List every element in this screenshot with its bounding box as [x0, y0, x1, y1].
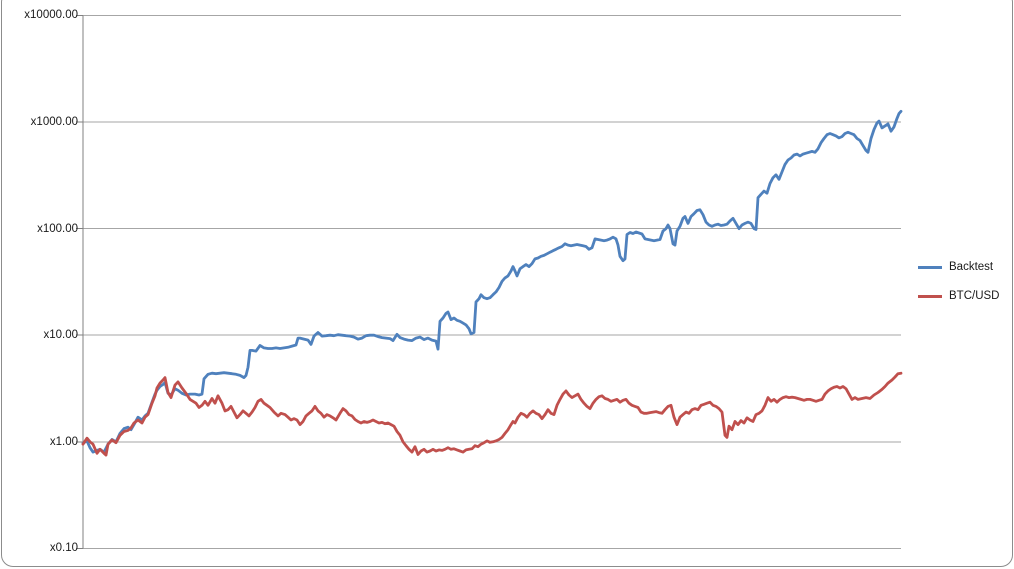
legend: Backtest BTC/USD — [918, 260, 999, 318]
y-axis-label: x10000.00 — [24, 9, 78, 22]
legend-label-backtest: Backtest — [949, 261, 994, 273]
y-axis-label: x1.00 — [49, 435, 78, 448]
backtest-series-line — [81, 109, 903, 454]
legend-label-btcusd: BTC/USD — [949, 290, 1000, 302]
y-axis-label: x0.10 — [49, 542, 78, 555]
y-axis-label: x1000.00 — [30, 116, 78, 128]
y-axis-label: x10.00 — [43, 329, 78, 342]
btcusd-line-swatch — [918, 294, 942, 298]
legend-item-backtest: Backtest — [918, 260, 999, 274]
legend-item-btcusd: BTC/USD — [918, 289, 999, 303]
backtest-line-swatch — [918, 265, 942, 269]
btcusd-series-line — [81, 371, 903, 457]
y-axis-label: x100.00 — [37, 222, 78, 235]
